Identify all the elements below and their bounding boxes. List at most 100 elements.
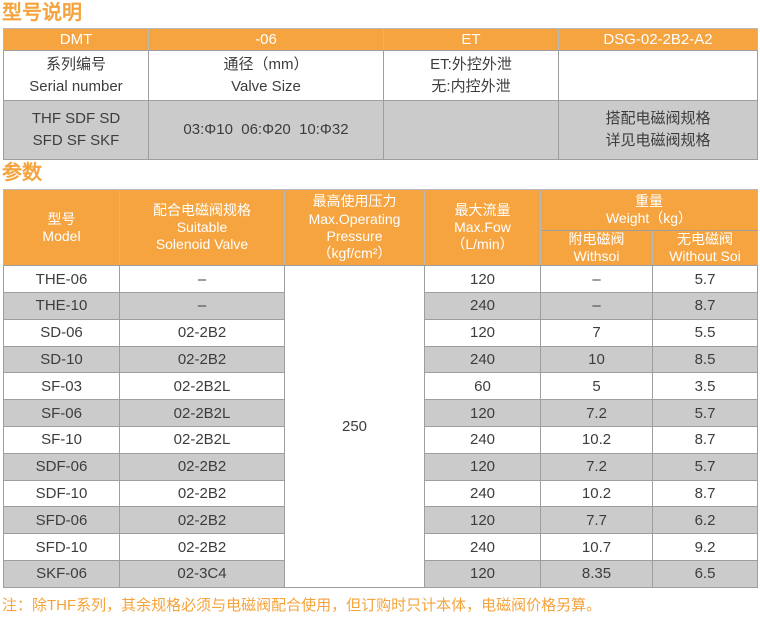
weight-with-cell: – (540, 291, 653, 320)
weight-without-cell: 3.5 (651, 372, 759, 401)
flow-cell: 240 (424, 425, 541, 454)
solenoid-cell: 02-2B2 (119, 533, 285, 561)
weight-without-cell: 5.5 (651, 318, 759, 347)
weight-without-cell: 6.5 (651, 559, 759, 588)
solenoid-cell: 02-2B2L (119, 372, 285, 401)
table-row: SF-03 02-2B2L 60 5 3.5 (3, 372, 759, 401)
weight-with-cell: 7.2 (540, 452, 653, 481)
model-cell: SDF-10 (3, 479, 120, 508)
solenoid-cell: 02-2B2 (119, 318, 285, 347)
drain-options (383, 100, 559, 160)
col-header-without-solenoid: 无电磁阀 Without Soi (651, 229, 759, 267)
model-cell: SD-10 (3, 345, 120, 374)
footer-note: 注：除THF系列，其余规格必须与电磁阀配合使用，但订购时只计本体，电磁阀价格另算… (2, 596, 602, 614)
weight-without-cell: 8.7 (651, 425, 759, 454)
flow-cell: 240 (424, 533, 541, 561)
col-header-weight: 重量 Weight（kg） (539, 189, 759, 231)
weight-with-cell: 10.2 (540, 479, 653, 508)
weight-without-cell: 5.7 (651, 399, 759, 427)
model-code-table: DMT -06 ET DSG-02-2B2-A2 系列编号 Serial num… (3, 28, 758, 160)
size-options: 03:Φ10 06:Φ20 10:Φ32 (148, 100, 384, 160)
flow-cell: 120 (424, 399, 541, 427)
weight-without-cell: 5.7 (651, 452, 759, 481)
weight-without-cell: 5.7 (651, 265, 759, 293)
flow-cell: 120 (424, 318, 541, 347)
size-description: 通径（mm） Valve Size (148, 50, 384, 101)
parameters-table-body: THE-06 – 250 120 – 5.7 THE-10 – 240 – 8.… (3, 265, 759, 588)
solenoid-cell: 02-2B2 (119, 452, 285, 481)
weight-without-cell: 8.5 (651, 345, 759, 374)
model-code-header-row: DMT -06 ET DSG-02-2B2-A2 (3, 28, 758, 51)
pressure-merged-cell: 250 (284, 265, 425, 588)
table-row: THE-10 – 240 – 8.7 (3, 291, 759, 320)
model-cell: SDF-06 (3, 452, 120, 481)
model-code-value-row: THF SDF SD SFD SF SKF 03:Φ10 06:Φ20 10:Φ… (3, 100, 758, 160)
drain-description: ET:外控外泄 无:内控外泄 (383, 50, 559, 101)
table-row: THE-06 – 250 120 – 5.7 (3, 265, 759, 588)
col-header-model: 型号 Model (3, 188, 120, 267)
solenoid-options: 搭配电磁阀规格 详见电磁阀规格 (558, 100, 758, 160)
solenoid-cell: 02-2B2 (119, 506, 285, 535)
table-row: SD-06 02-2B2 120 7 5.5 (3, 318, 759, 347)
series-description: 系列编号 Serial number (3, 50, 149, 101)
col-header-flow: 最大流量 Max.Fow （L/min） (424, 188, 541, 267)
model-code-section-title: 型号说明 (2, 2, 82, 24)
weight-with-cell: – (540, 265, 653, 293)
table-row: SF-06 02-2B2L 120 7.2 5.7 (3, 399, 759, 427)
col-header-pressure: 最高使用压力 Max.Operating Pressure （kgf/cm²） (284, 188, 425, 267)
flow-cell: 120 (424, 265, 541, 293)
solenoid-cell: – (119, 291, 285, 320)
weight-without-cell: 8.7 (651, 291, 759, 320)
model-cell: SFD-10 (3, 533, 120, 561)
weight-with-cell: 10 (540, 345, 653, 374)
series-options: THF SDF SD SFD SF SKF (3, 100, 149, 160)
weight-with-cell: 10.2 (540, 425, 653, 454)
weight-with-cell: 7.2 (540, 399, 653, 427)
flow-cell: 120 (424, 452, 541, 481)
table-row: SKF-06 02-3C4 120 8.35 6.5 (3, 559, 759, 588)
code-segment-series: DMT (3, 28, 149, 51)
model-cell: SKF-06 (3, 559, 120, 588)
weight-with-cell: 7 (540, 318, 653, 347)
table-row: SDF-10 02-2B2 240 10.2 8.7 (3, 479, 759, 508)
model-cell: THE-06 (3, 265, 120, 293)
model-code-description-row: 系列编号 Serial number 通径（mm） Valve Size ET:… (3, 50, 758, 101)
params-section-title: 参数 (2, 162, 42, 184)
flow-cell: 120 (424, 506, 541, 535)
model-cell: SD-06 (3, 318, 120, 347)
solenoid-cell: 02-2B2L (119, 425, 285, 454)
model-cell: THE-10 (3, 291, 120, 320)
model-cell: SF-03 (3, 372, 120, 401)
code-segment-solenoid: DSG-02-2B2-A2 (558, 28, 758, 51)
flow-cell: 120 (424, 559, 541, 588)
solenoid-cell: – (119, 265, 285, 293)
parameters-table: 型号 Model 配合电磁阀规格 Suitable Solenoid Valve… (3, 188, 759, 588)
model-cell: SFD-06 (3, 506, 120, 535)
flow-cell: 240 (424, 479, 541, 508)
solenoid-cell: 02-2B2 (119, 479, 285, 508)
weight-without-cell: 6.2 (651, 506, 759, 535)
solenoid-description (558, 50, 758, 101)
model-cell: SF-06 (3, 399, 120, 427)
col-header-solenoid: 配合电磁阀规格 Suitable Solenoid Valve (119, 188, 285, 267)
weight-with-cell: 10.7 (540, 533, 653, 561)
flow-cell: 60 (424, 372, 541, 401)
flow-cell: 240 (424, 291, 541, 320)
solenoid-cell: 02-2B2 (119, 345, 285, 374)
table-row: SFD-06 02-2B2 120 7.7 6.2 (3, 506, 759, 535)
flow-cell: 240 (424, 345, 541, 374)
table-row: SF-10 02-2B2L 240 10.2 8.7 (3, 425, 759, 454)
weight-without-cell: 8.7 (651, 479, 759, 508)
weight-with-cell: 7.7 (540, 506, 653, 535)
weight-with-cell: 8.35 (540, 559, 653, 588)
weight-without-cell: 9.2 (651, 533, 759, 561)
model-cell: SF-10 (3, 425, 120, 454)
parameters-table-header: 型号 Model 配合电磁阀规格 Suitable Solenoid Valve… (3, 188, 759, 267)
weight-with-cell: 5 (540, 372, 653, 401)
solenoid-cell: 02-2B2L (119, 399, 285, 427)
code-segment-drain: ET (383, 28, 559, 51)
col-header-with-solenoid: 附电磁阀 Withsoi (540, 229, 653, 267)
code-segment-size: -06 (148, 28, 384, 51)
solenoid-cell: 02-3C4 (119, 559, 285, 588)
